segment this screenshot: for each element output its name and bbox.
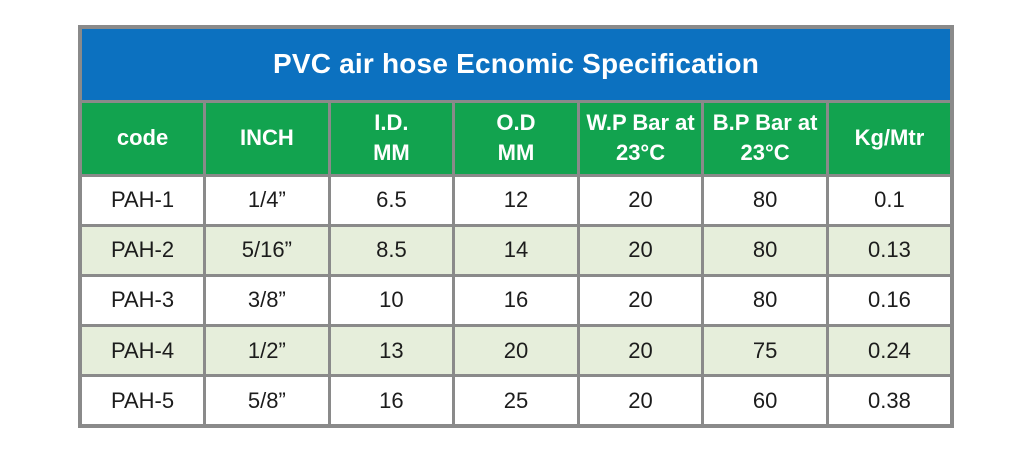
table-cell-kg: 0.24 bbox=[825, 324, 954, 378]
table-row: PAH-4 1/2” 13 20 20 75 0.24 bbox=[78, 324, 954, 378]
column-header-kg-mtr: Kg/Mtr bbox=[825, 99, 954, 177]
table-cell-kg: 0.16 bbox=[825, 273, 954, 328]
column-header-label: W.P Bar at bbox=[586, 110, 695, 136]
table-cell-code: PAH-5 bbox=[78, 374, 207, 428]
table-cell-id: 10 bbox=[327, 273, 456, 328]
table-cell-id: 6.5 bbox=[327, 173, 456, 227]
column-header-label: Kg/Mtr bbox=[854, 125, 925, 151]
table-cell-kg: 0.13 bbox=[825, 223, 954, 277]
column-header-inch: INCH bbox=[203, 99, 331, 177]
table-cell-code: PAH-1 bbox=[78, 173, 207, 227]
header-row: code INCH I.D. MM O.D MM W.P Bar at 23°C bbox=[78, 99, 954, 177]
column-header-bp-bar: B.P Bar at 23°C bbox=[701, 99, 829, 177]
table-cell-bp: 60 bbox=[701, 374, 829, 428]
table-cell-wp: 20 bbox=[576, 273, 705, 328]
table-cell-od: 20 bbox=[452, 324, 580, 378]
table-cell-od: 25 bbox=[452, 374, 580, 428]
column-header-label: INCH bbox=[239, 125, 294, 151]
column-header-sublabel: MM bbox=[497, 140, 535, 165]
table-cell-id: 13 bbox=[327, 324, 456, 378]
table-cell-bp: 80 bbox=[701, 173, 829, 227]
table-cell-inch: 5/8” bbox=[203, 374, 331, 428]
table-cell-code: PAH-2 bbox=[78, 223, 207, 277]
column-header-wp-bar: W.P Bar at 23°C bbox=[576, 99, 705, 177]
column-header-id-mm: I.D. MM bbox=[327, 99, 456, 177]
table-cell-od: 16 bbox=[452, 273, 580, 328]
table-cell-wp: 20 bbox=[576, 374, 705, 428]
table-cell-kg: 0.1 bbox=[825, 173, 954, 227]
table-cell-wp: 20 bbox=[576, 324, 705, 378]
table-cell-od: 12 bbox=[452, 173, 580, 227]
table-cell-bp: 80 bbox=[701, 273, 829, 328]
table-cell-id: 8.5 bbox=[327, 223, 456, 277]
table-cell-wp: 20 bbox=[576, 173, 705, 227]
table-cell-code: PAH-4 bbox=[78, 324, 207, 378]
table-row: PAH-2 5/16” 8.5 14 20 80 0.13 bbox=[78, 223, 954, 277]
spec-table: PVC air hose Ecnomic Specification code … bbox=[78, 25, 954, 428]
column-header-sublabel: MM bbox=[373, 140, 410, 165]
column-header-code: code bbox=[78, 99, 207, 177]
table-cell-inch: 5/16” bbox=[203, 223, 331, 277]
column-header-sublabel: 23°C bbox=[615, 140, 666, 165]
table-cell-bp: 80 bbox=[701, 223, 829, 277]
table-cell-wp: 20 bbox=[576, 223, 705, 277]
column-header-label: O.D bbox=[496, 110, 536, 136]
table-cell-bp: 75 bbox=[701, 324, 829, 378]
table-title: PVC air hose Ecnomic Specification bbox=[78, 25, 954, 103]
table-cell-od: 14 bbox=[452, 223, 580, 277]
table-row: PAH-5 5/8” 16 25 20 60 0.38 bbox=[78, 374, 954, 428]
column-header-sublabel: 23°C bbox=[740, 140, 790, 165]
table-cell-kg: 0.38 bbox=[825, 374, 954, 428]
title-row: PVC air hose Ecnomic Specification bbox=[78, 25, 954, 103]
column-header-label: B.P Bar at bbox=[712, 110, 818, 136]
table-cell-id: 16 bbox=[327, 374, 456, 428]
column-header-label: I.D. bbox=[374, 110, 409, 136]
table-row: PAH-3 3/8” 10 16 20 80 0.16 bbox=[78, 273, 954, 328]
column-header-label: code bbox=[116, 125, 169, 151]
table-row: PAH-1 1/4” 6.5 12 20 80 0.1 bbox=[78, 173, 954, 227]
table-cell-code: PAH-3 bbox=[78, 273, 207, 328]
column-header-od-mm: O.D MM bbox=[452, 99, 580, 177]
table-cell-inch: 1/4” bbox=[203, 173, 331, 227]
table-cell-inch: 3/8” bbox=[203, 273, 331, 328]
table-cell-inch: 1/2” bbox=[203, 324, 331, 378]
